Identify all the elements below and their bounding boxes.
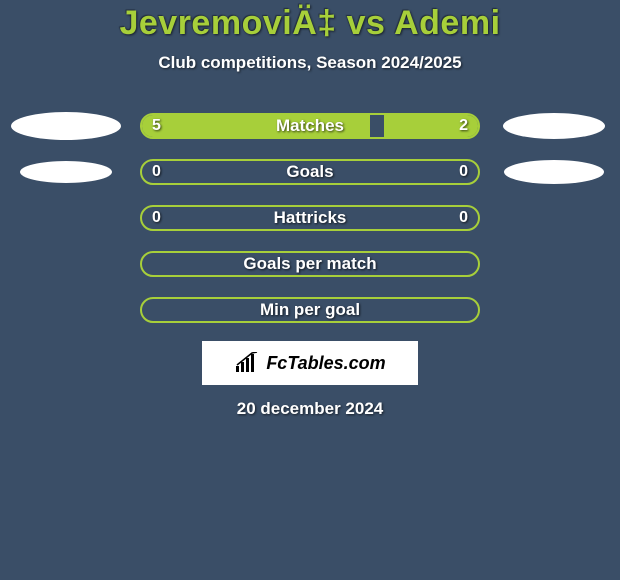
bar-fill-left xyxy=(142,115,370,137)
ellipse-shape xyxy=(20,161,112,183)
stat-bar: 5 Matches 2 xyxy=(140,113,480,139)
chart-icon xyxy=(234,352,260,374)
footer-date: 20 december 2024 xyxy=(0,399,620,419)
ellipse-shape xyxy=(504,160,604,184)
comparison-container: JevremoviÄ‡ vs Ademi Club competitions, … xyxy=(0,0,620,419)
right-shape-slot xyxy=(498,203,610,233)
right-shape-slot xyxy=(498,157,610,187)
stat-label: Hattricks xyxy=(142,208,478,228)
stat-bar: Goals per match xyxy=(140,251,480,277)
stat-value-left: 5 xyxy=(152,117,161,135)
stat-bar: Min per goal xyxy=(140,297,480,323)
stat-value-left: 0 xyxy=(152,163,161,181)
stat-label: Min per goal xyxy=(142,300,478,320)
stat-value-right: 0 xyxy=(459,209,468,227)
left-shape-slot xyxy=(10,249,122,279)
right-shape-slot xyxy=(498,295,610,325)
stat-row: Min per goal xyxy=(0,295,620,325)
right-shape-slot xyxy=(498,111,610,141)
stat-bar: 0 Goals 0 xyxy=(140,159,480,185)
page-title: JevremoviÄ‡ vs Ademi xyxy=(0,4,620,43)
stat-label: Goals xyxy=(142,162,478,182)
right-shape-slot xyxy=(498,249,610,279)
left-shape-slot xyxy=(10,111,122,141)
stat-value-right: 2 xyxy=(459,117,468,135)
source-badge-text: FcTables.com xyxy=(266,353,385,374)
stat-bar: 0 Hattricks 0 xyxy=(140,205,480,231)
ellipse-shape xyxy=(11,112,121,140)
ellipse-shape xyxy=(503,113,605,139)
stat-row: 5 Matches 2 xyxy=(0,111,620,141)
source-badge: FcTables.com xyxy=(202,341,418,385)
stat-row: Goals per match xyxy=(0,249,620,279)
left-shape-slot xyxy=(10,295,122,325)
stat-label: Goals per match xyxy=(142,254,478,274)
stat-row: 0 Goals 0 xyxy=(0,157,620,187)
stat-row: 0 Hattricks 0 xyxy=(0,203,620,233)
left-shape-slot xyxy=(10,157,122,187)
page-subtitle: Club competitions, Season 2024/2025 xyxy=(0,53,620,73)
left-shape-slot xyxy=(10,203,122,233)
stat-value-left: 0 xyxy=(152,209,161,227)
stat-value-right: 0 xyxy=(459,163,468,181)
